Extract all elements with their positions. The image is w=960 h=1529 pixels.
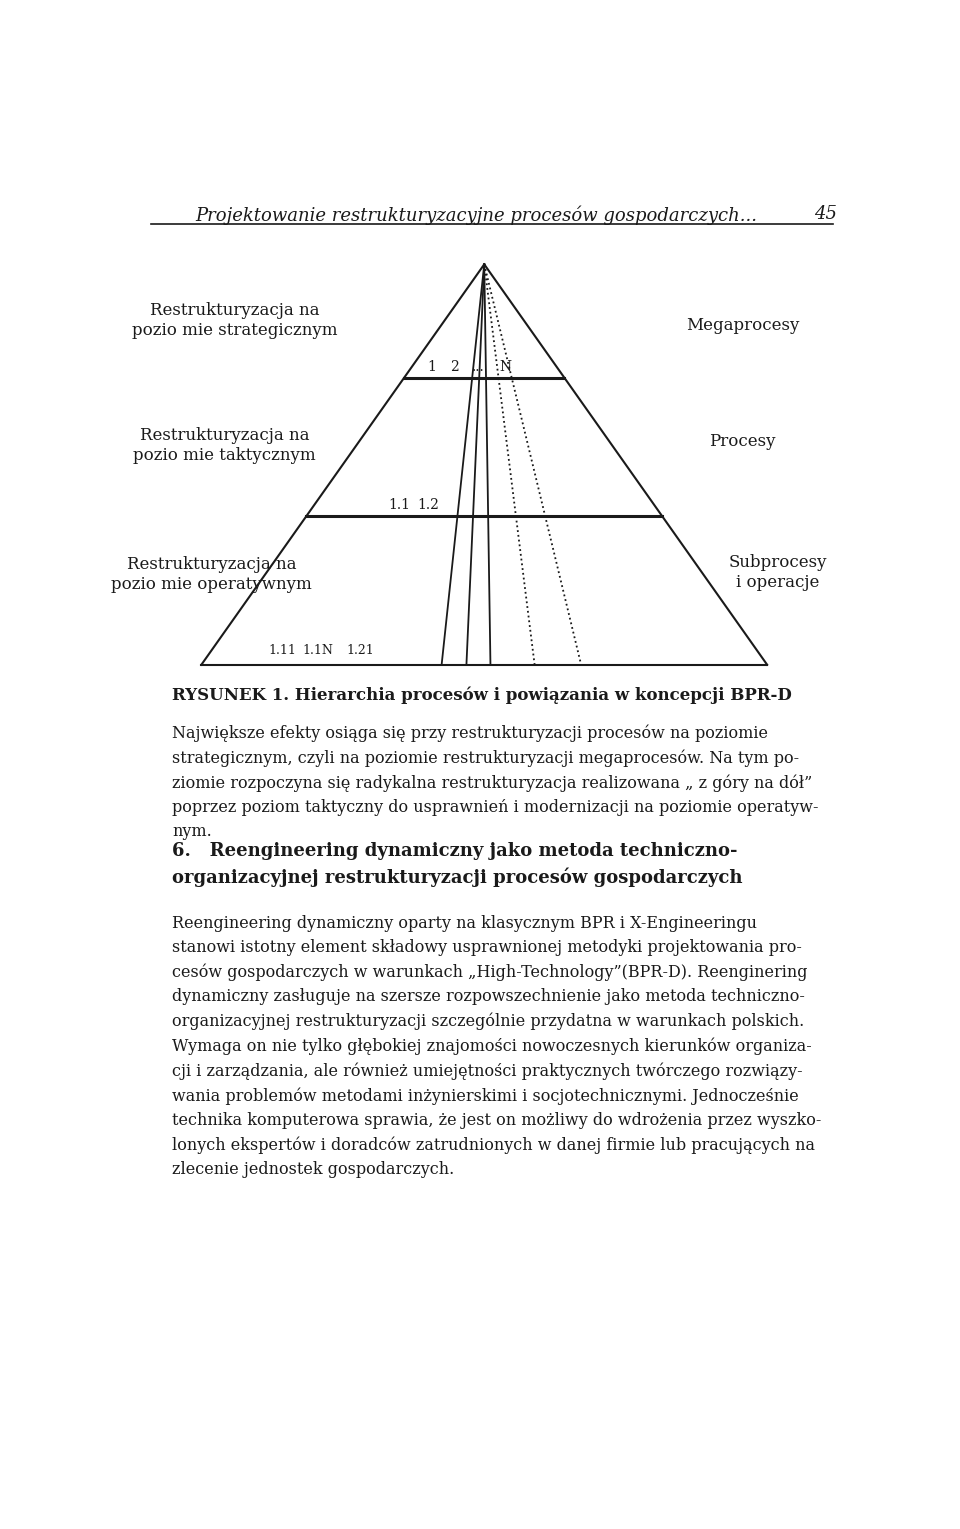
Text: 45: 45 xyxy=(814,205,837,223)
Text: Procesy: Procesy xyxy=(709,433,776,450)
Text: Subprocesy
i operacje: Subprocesy i operacje xyxy=(729,553,827,590)
Text: Projektowanie restrukturyzacyjne procesów gospodarczych...: Projektowanie restrukturyzacyjne procesó… xyxy=(196,205,757,225)
Text: 1.11: 1.11 xyxy=(269,644,297,657)
Text: RYSUNEK 1. Hierarchia procesów i powiązania w koncepcji BPR-D: RYSUNEK 1. Hierarchia procesów i powiąza… xyxy=(172,687,792,703)
Text: ...: ... xyxy=(471,359,485,373)
Text: 1.1N: 1.1N xyxy=(302,644,333,657)
Text: 1.1: 1.1 xyxy=(388,498,410,512)
Text: Megaprocesy: Megaprocesy xyxy=(685,318,799,335)
Text: Reengineering dynamiczny oparty na klasycznym BPR i X-Engineeringu
stanowi istot: Reengineering dynamiczny oparty na klasy… xyxy=(172,914,822,1179)
Text: Restrukturyzacja na
pozio mie operatywnym: Restrukturyzacja na pozio mie operatywny… xyxy=(111,557,312,593)
Text: 1.2: 1.2 xyxy=(418,498,440,512)
Text: Restrukturyzacja na
pozio mie taktycznym: Restrukturyzacja na pozio mie taktycznym xyxy=(133,427,316,463)
Text: 2: 2 xyxy=(450,359,459,373)
Text: 1: 1 xyxy=(427,359,436,373)
Text: 6.   Reengineering dynamiczny jako metoda techniczno-
organizacyjnej restruktury: 6. Reengineering dynamiczny jako metoda … xyxy=(172,842,742,887)
Text: 1.21: 1.21 xyxy=(347,644,374,657)
Text: N: N xyxy=(499,359,512,373)
Text: Restrukturyzacja na
pozio mie strategicznym: Restrukturyzacja na pozio mie strategicz… xyxy=(132,303,338,339)
Text: Największe efekty osiąga się przy restrukturyzacji procesów na poziomie
strategi: Największe efekty osiąga się przy restru… xyxy=(172,725,819,841)
